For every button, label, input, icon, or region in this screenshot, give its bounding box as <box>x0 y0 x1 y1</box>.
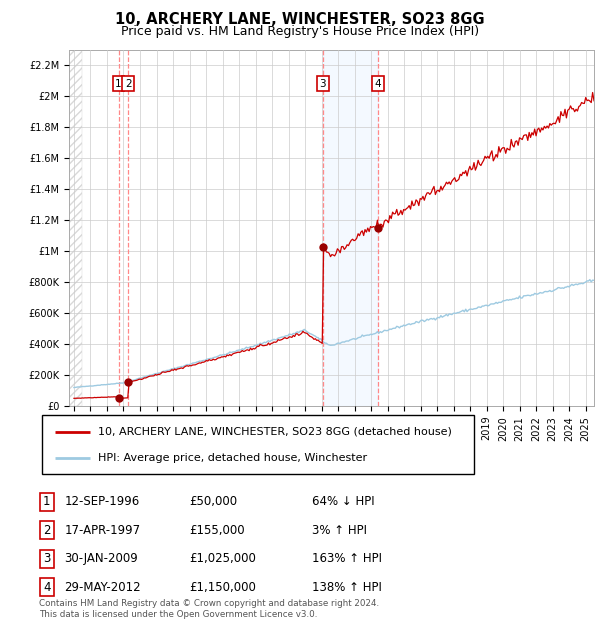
Bar <box>323 50 378 406</box>
Text: 12-SEP-1996: 12-SEP-1996 <box>64 495 139 508</box>
Text: 138% ↑ HPI: 138% ↑ HPI <box>312 581 382 593</box>
Text: 17-APR-1997: 17-APR-1997 <box>64 524 140 536</box>
Text: 29-MAY-2012: 29-MAY-2012 <box>64 581 141 593</box>
Text: £1,150,000: £1,150,000 <box>189 581 256 593</box>
Text: 1: 1 <box>115 79 122 89</box>
Text: 3: 3 <box>43 552 50 565</box>
FancyBboxPatch shape <box>40 578 54 596</box>
Text: 2: 2 <box>43 524 50 536</box>
FancyBboxPatch shape <box>40 550 54 567</box>
Text: 2: 2 <box>125 79 131 89</box>
Text: 1: 1 <box>43 495 50 508</box>
Text: £155,000: £155,000 <box>189 524 245 536</box>
Text: 30-JAN-2009: 30-JAN-2009 <box>64 552 138 565</box>
Text: HPI: Average price, detached house, Winchester: HPI: Average price, detached house, Winc… <box>98 453 367 463</box>
Text: 3% ↑ HPI: 3% ↑ HPI <box>312 524 367 536</box>
Text: 4: 4 <box>374 79 381 89</box>
Text: Contains HM Land Registry data © Crown copyright and database right 2024.
This d: Contains HM Land Registry data © Crown c… <box>39 600 379 619</box>
Text: 3: 3 <box>320 79 326 89</box>
FancyBboxPatch shape <box>42 415 474 474</box>
Text: £50,000: £50,000 <box>189 495 237 508</box>
Text: 4: 4 <box>43 581 50 593</box>
Text: 163% ↑ HPI: 163% ↑ HPI <box>312 552 382 565</box>
Text: 10, ARCHERY LANE, WINCHESTER, SO23 8GG (detached house): 10, ARCHERY LANE, WINCHESTER, SO23 8GG (… <box>98 427 452 437</box>
Text: £1,025,000: £1,025,000 <box>189 552 256 565</box>
FancyBboxPatch shape <box>40 493 54 510</box>
Text: Price paid vs. HM Land Registry's House Price Index (HPI): Price paid vs. HM Land Registry's House … <box>121 25 479 38</box>
FancyBboxPatch shape <box>40 521 54 539</box>
Text: 64% ↓ HPI: 64% ↓ HPI <box>312 495 374 508</box>
Text: 10, ARCHERY LANE, WINCHESTER, SO23 8GG: 10, ARCHERY LANE, WINCHESTER, SO23 8GG <box>115 12 485 27</box>
